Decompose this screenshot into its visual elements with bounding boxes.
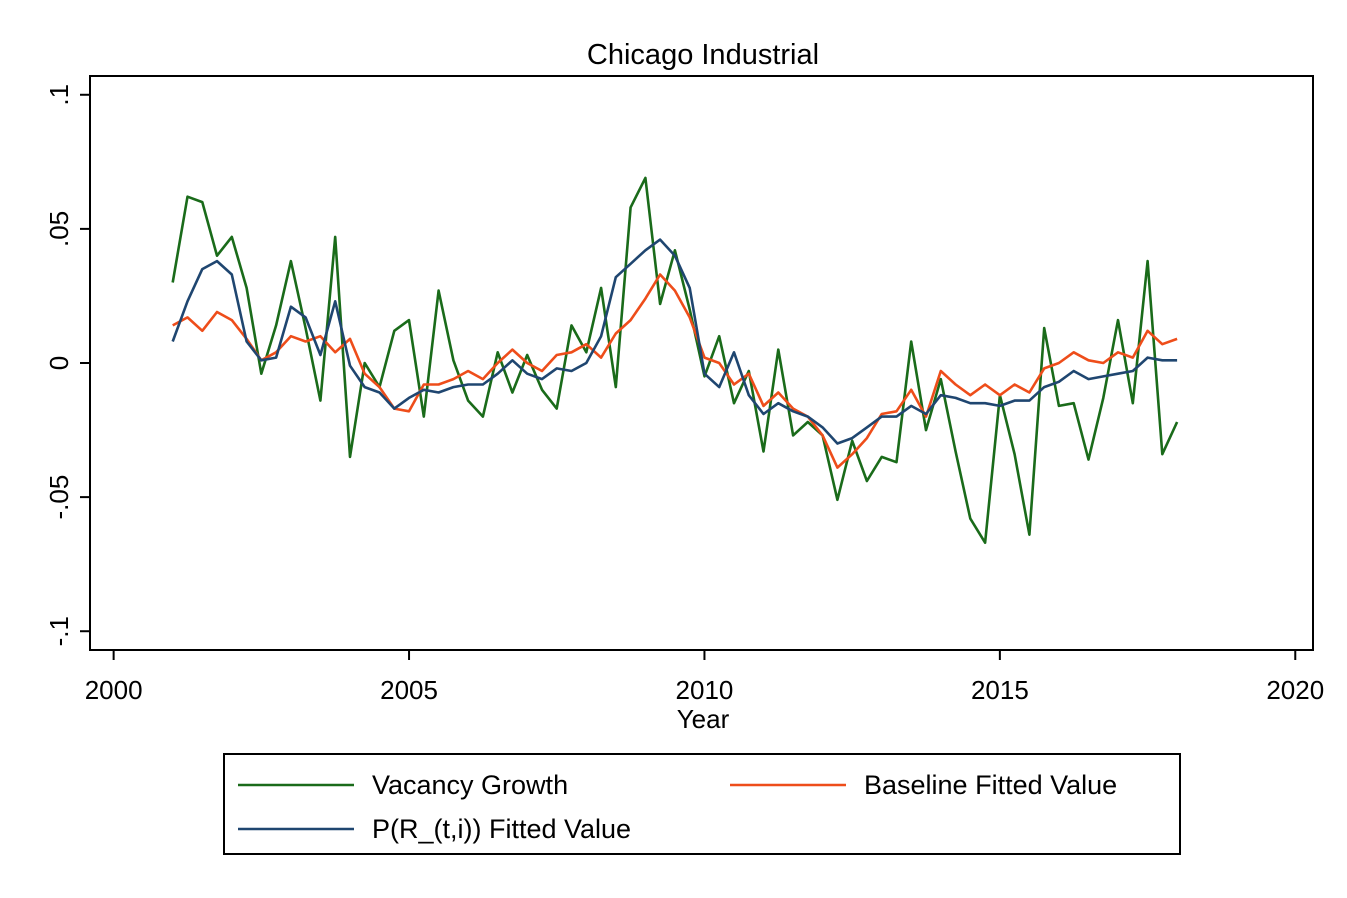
x-tick-label: 2020 <box>1266 675 1324 705</box>
series-line-baseline-fitted-value <box>172 273 1178 469</box>
series-line-vacancy-growth <box>171 176 1179 545</box>
x-axis-title: Year <box>677 704 730 734</box>
legend-label-vacancy-growth: Vacancy Growth <box>372 770 568 800</box>
y-tick-label: -.05 <box>44 475 74 520</box>
y-tick-label: .05 <box>44 211 74 247</box>
y-axis: .1 .05 0 -.05 -.1 <box>44 76 91 650</box>
y-tick-label: .1 <box>44 84 74 106</box>
series-layer <box>171 176 1179 545</box>
x-tick-label: 2010 <box>676 675 734 705</box>
legend-label-baseline-fitted-value: Baseline Fitted Value <box>864 770 1117 800</box>
chart-title: Chicago Industrial <box>587 39 819 71</box>
legend-label-p-fitted-value: P(R_(t,i)) Fitted Value <box>372 814 631 844</box>
x-axis: 2000 2005 2010 2015 2020 <box>85 649 1324 705</box>
y-tick-label: -.1 <box>44 616 74 646</box>
x-tick-label: 2005 <box>380 675 438 705</box>
legend-box <box>223 753 1181 855</box>
series-line-p-fitted-value <box>171 238 1178 445</box>
x-tick-label: 2015 <box>971 675 1029 705</box>
y-tick-label: 0 <box>44 356 74 370</box>
x-tick-label: 2000 <box>85 675 143 705</box>
legend: Vacancy Growth Baseline Fitted Value P(R… <box>223 753 1181 855</box>
